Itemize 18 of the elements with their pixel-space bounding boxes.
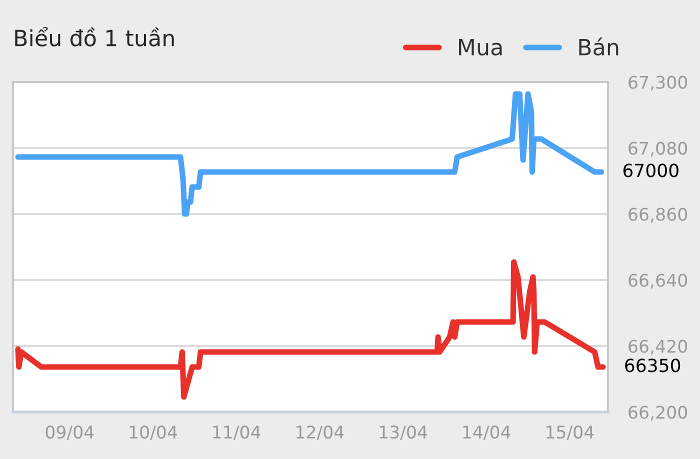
x-tick-label: 09/04 [46,426,94,440]
x-tick-label: 13/04 [380,426,428,440]
y-tick-label: 66,860 [628,208,688,223]
y-tick-label: 66,640 [628,274,688,289]
x-tick-label: 14/04 [463,426,510,440]
y-tick-label: 66,420 [628,340,688,355]
legend-label: Mua [459,39,502,56]
x-tick-label: 12/04 [296,426,344,440]
chart-title: Biểu đồ 1 tuần [15,27,174,46]
y-tick-label: 66,200 [628,406,688,421]
annotation: 67000 [623,164,678,178]
annotation: 66350 [625,358,680,372]
legend-label: Bán [579,37,618,56]
y-tick-label: 67,080 [628,142,688,157]
x-tick-label: 11/04 [213,426,260,440]
x-tick-label: 15/04 [546,426,594,440]
y-tick-label: 67,300 [628,76,688,91]
x-tick-label: 10/04 [130,426,178,440]
